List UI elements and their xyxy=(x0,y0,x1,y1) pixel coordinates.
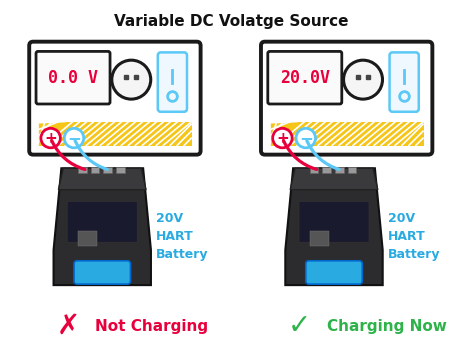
FancyBboxPatch shape xyxy=(268,51,342,104)
Polygon shape xyxy=(285,168,383,285)
Text: ✗: ✗ xyxy=(56,312,80,340)
Text: ✓: ✓ xyxy=(288,312,311,340)
Text: −: − xyxy=(299,129,313,147)
Bar xyxy=(116,167,125,173)
Text: +: + xyxy=(44,131,57,146)
Bar xyxy=(78,167,87,173)
Bar xyxy=(38,121,192,146)
Bar xyxy=(91,167,100,173)
Circle shape xyxy=(273,128,292,148)
Text: 20V
HART
Battery: 20V HART Battery xyxy=(156,212,208,261)
FancyBboxPatch shape xyxy=(261,42,432,155)
Bar xyxy=(78,231,97,246)
Text: 20V
HART
Battery: 20V HART Battery xyxy=(388,212,440,261)
FancyBboxPatch shape xyxy=(67,201,137,242)
Text: −: − xyxy=(67,129,81,147)
Circle shape xyxy=(41,128,60,148)
Bar xyxy=(322,167,331,173)
Bar xyxy=(103,167,112,173)
Polygon shape xyxy=(290,168,378,190)
FancyBboxPatch shape xyxy=(29,42,201,155)
Polygon shape xyxy=(58,168,146,190)
Circle shape xyxy=(296,128,316,148)
Bar xyxy=(347,167,356,173)
Circle shape xyxy=(64,128,84,148)
Text: +: + xyxy=(276,131,289,146)
Text: Variable DC Volatge Source: Variable DC Volatge Source xyxy=(114,14,348,30)
Circle shape xyxy=(112,60,151,99)
Text: Charging Now: Charging Now xyxy=(327,319,447,334)
FancyBboxPatch shape xyxy=(390,52,419,112)
Bar xyxy=(310,231,329,246)
Text: 0.0 V: 0.0 V xyxy=(48,69,98,87)
Bar xyxy=(310,167,319,173)
Bar xyxy=(270,121,424,146)
FancyBboxPatch shape xyxy=(306,261,362,284)
Text: 20.0V: 20.0V xyxy=(280,69,330,87)
FancyBboxPatch shape xyxy=(74,261,130,284)
FancyBboxPatch shape xyxy=(158,52,187,112)
FancyBboxPatch shape xyxy=(36,51,110,104)
Polygon shape xyxy=(54,168,151,285)
Circle shape xyxy=(344,60,383,99)
Text: Not Charging: Not Charging xyxy=(95,319,209,334)
Bar xyxy=(335,167,344,173)
FancyBboxPatch shape xyxy=(299,201,369,242)
